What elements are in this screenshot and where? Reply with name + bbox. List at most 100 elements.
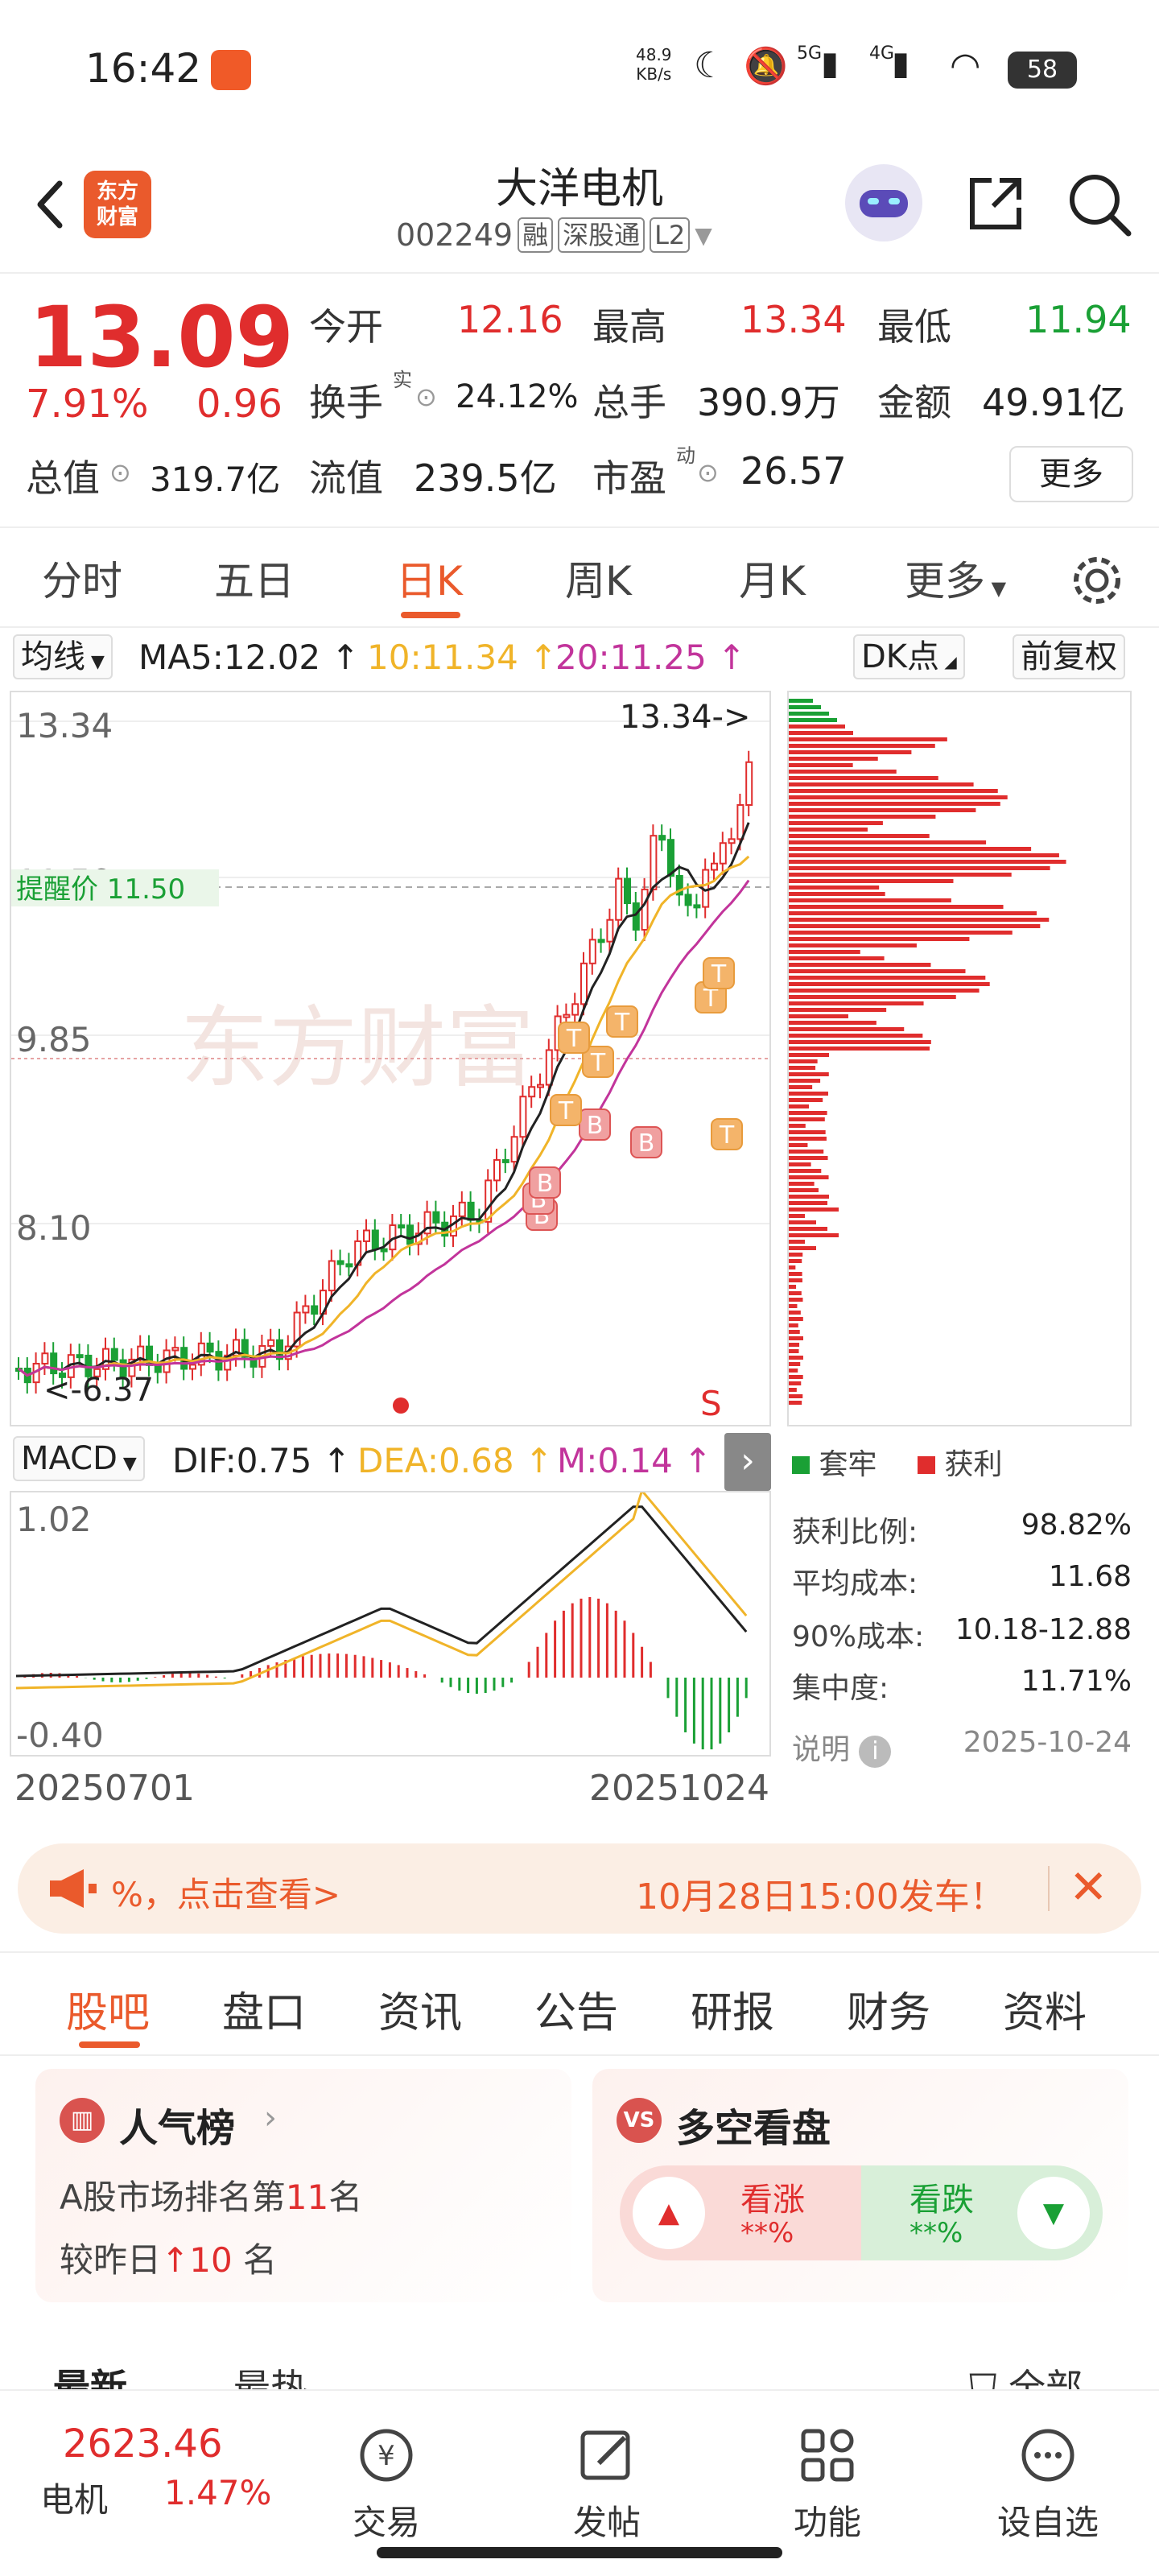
nav-trade[interactable]: ¥ 交易 — [322, 2423, 451, 2545]
explain-link[interactable]: 说明 i — [792, 1726, 892, 1768]
marker-label: T — [566, 1025, 582, 1053]
buy-marker — [579, 1108, 611, 1141]
info-circle-icon[interactable]: ⊙ — [415, 382, 437, 412]
open-label: 今开 — [309, 305, 383, 349]
tab-intraday[interactable]: 分时 — [42, 558, 122, 605]
nav-functions[interactable]: 功能 — [763, 2423, 892, 2545]
trade-marker — [550, 1094, 582, 1126]
legend-profit: 获利 — [918, 1441, 1002, 1483]
candle-body — [736, 804, 744, 840]
chip-bar — [789, 712, 829, 716]
candle-body — [519, 1096, 527, 1138]
ma20-value: 20:11.25 ↑ — [555, 638, 746, 677]
chip-bar — [789, 1272, 802, 1276]
chip-bar — [789, 1021, 876, 1025]
chip-bar — [789, 795, 1008, 799]
tab-forum[interactable]: 股吧 — [66, 1989, 151, 2037]
chip-bar — [789, 1040, 931, 1044]
chip-bar — [789, 834, 930, 838]
pe-sup: 动 — [676, 444, 695, 467]
nav-add-watchlist[interactable]: 设自选 — [984, 2423, 1112, 2545]
share-icon[interactable] — [961, 169, 1030, 238]
amount-label: 金额 — [877, 381, 951, 424]
marker-label: B — [537, 1170, 554, 1198]
macd-chart[interactable]: 1.02 -0.40 — [10, 1488, 771, 1757]
tab-five-day[interactable]: 五日 — [214, 558, 295, 605]
stock-code-row[interactable]: 002249 融 深股通 L2 ▼ — [396, 217, 712, 253]
candle-body — [415, 1232, 423, 1245]
chip-bar — [789, 931, 1013, 935]
bull-button[interactable]: ▲ 看涨 **% — [620, 2165, 861, 2260]
wifi-icon: ◠ — [950, 45, 981, 86]
candle-body — [588, 939, 596, 964]
close-icon[interactable]: ✕ — [1069, 1860, 1108, 1914]
y-axis-label: 13.34 — [16, 706, 113, 745]
concentration-value: 11.71% — [1021, 1665, 1132, 1698]
info-icon: i — [859, 1736, 892, 1768]
chip-bar — [789, 1362, 801, 1366]
candle-body — [641, 888, 649, 931]
tab-daily-k[interactable]: 日K — [396, 558, 463, 605]
back-arrow-icon[interactable] — [27, 172, 76, 237]
tab-research[interactable]: 研报 — [691, 1989, 775, 2037]
candle-body — [719, 842, 727, 865]
sell-marker: S — [700, 1384, 722, 1423]
macd-selector[interactable]: MACD ▼ — [13, 1436, 145, 1481]
chip-bar — [789, 763, 853, 767]
chip-bar — [789, 1027, 905, 1031]
index-pct[interactable]: 1.47% — [164, 2473, 272, 2512]
bear-button[interactable]: 看跌 **% ▼ — [861, 2165, 1103, 2260]
chip-bar — [789, 789, 998, 793]
candle-body — [41, 1352, 49, 1364]
ma10-value: 10:11.34 ↑ — [367, 638, 558, 677]
tab-monthly-k[interactable]: 月K — [739, 558, 806, 605]
promo-banner[interactable]: %，点击查看> 10月28日15:00发车！ ✕ — [18, 1843, 1141, 1934]
low-value: 11.94 — [1025, 298, 1132, 341]
marker-label: B — [587, 1112, 604, 1140]
high-value: 13.34 — [740, 298, 847, 341]
more-button[interactable]: 更多 — [1009, 446, 1133, 502]
dk-point-selector[interactable]: DK点 ◢ — [853, 634, 965, 679]
tab-financials[interactable]: 财务 — [847, 1989, 931, 2037]
index-name[interactable]: 电机 — [40, 2480, 109, 2520]
tab-more[interactable]: 更多 ▼ — [905, 558, 1007, 605]
tab-order-book[interactable]: 盘口 — [222, 1989, 307, 2037]
chip-bar — [789, 1182, 815, 1186]
chip-bar — [789, 924, 1041, 928]
watermark: 东方财富 — [180, 997, 534, 1100]
adjust-selector[interactable]: 前复权 — [1013, 634, 1125, 679]
chip-bar — [789, 1014, 848, 1018]
info-circle-icon[interactable]: ⊙ — [109, 457, 131, 488]
chip-bar — [789, 1285, 797, 1289]
candle-body — [675, 874, 683, 896]
tab-profile[interactable]: 资料 — [1003, 1989, 1087, 2037]
y-axis-label: 9.85 — [16, 1020, 92, 1059]
popularity-card[interactable]: ▥ 人气榜 › A股市场排名第11名 较昨日↑10 名 — [35, 2069, 571, 2302]
app-logo[interactable]: 东方 财富 — [84, 171, 151, 238]
candle-body — [345, 1263, 353, 1268]
search-icon[interactable] — [1064, 169, 1133, 238]
expand-panel-button[interactable]: › — [724, 1433, 771, 1491]
yen-icon: ¥ — [360, 2429, 413, 2482]
tab-weekly-k[interactable]: 周K — [565, 558, 632, 605]
concentration-label: 集中度: — [792, 1672, 889, 1705]
chip-bar — [789, 969, 966, 973]
ma-selector[interactable]: 均线 ▼ — [13, 634, 113, 679]
nav-post[interactable]: 发帖 — [542, 2423, 671, 2545]
ma5-value: MA5:12.02 ↑ — [138, 638, 360, 677]
assistant-avatar[interactable] — [845, 164, 922, 242]
candle-body — [606, 919, 614, 943]
gear-icon[interactable] — [1067, 551, 1127, 610]
index-value[interactable]: 2623.46 — [63, 2421, 223, 2467]
chart-bars-icon: ▥ — [60, 2098, 105, 2143]
info-circle-icon[interactable]: ⊙ — [697, 457, 719, 488]
chip-bar — [789, 1104, 810, 1108]
tab-news[interactable]: 资讯 — [378, 1989, 463, 2037]
chip-bar — [789, 898, 951, 902]
tab-announcements[interactable]: 公告 — [534, 1989, 619, 2037]
chip-bar — [789, 1233, 839, 1237]
chip-bar — [789, 1291, 802, 1295]
chip-bar — [789, 1072, 829, 1076]
event-dot — [393, 1397, 409, 1414]
